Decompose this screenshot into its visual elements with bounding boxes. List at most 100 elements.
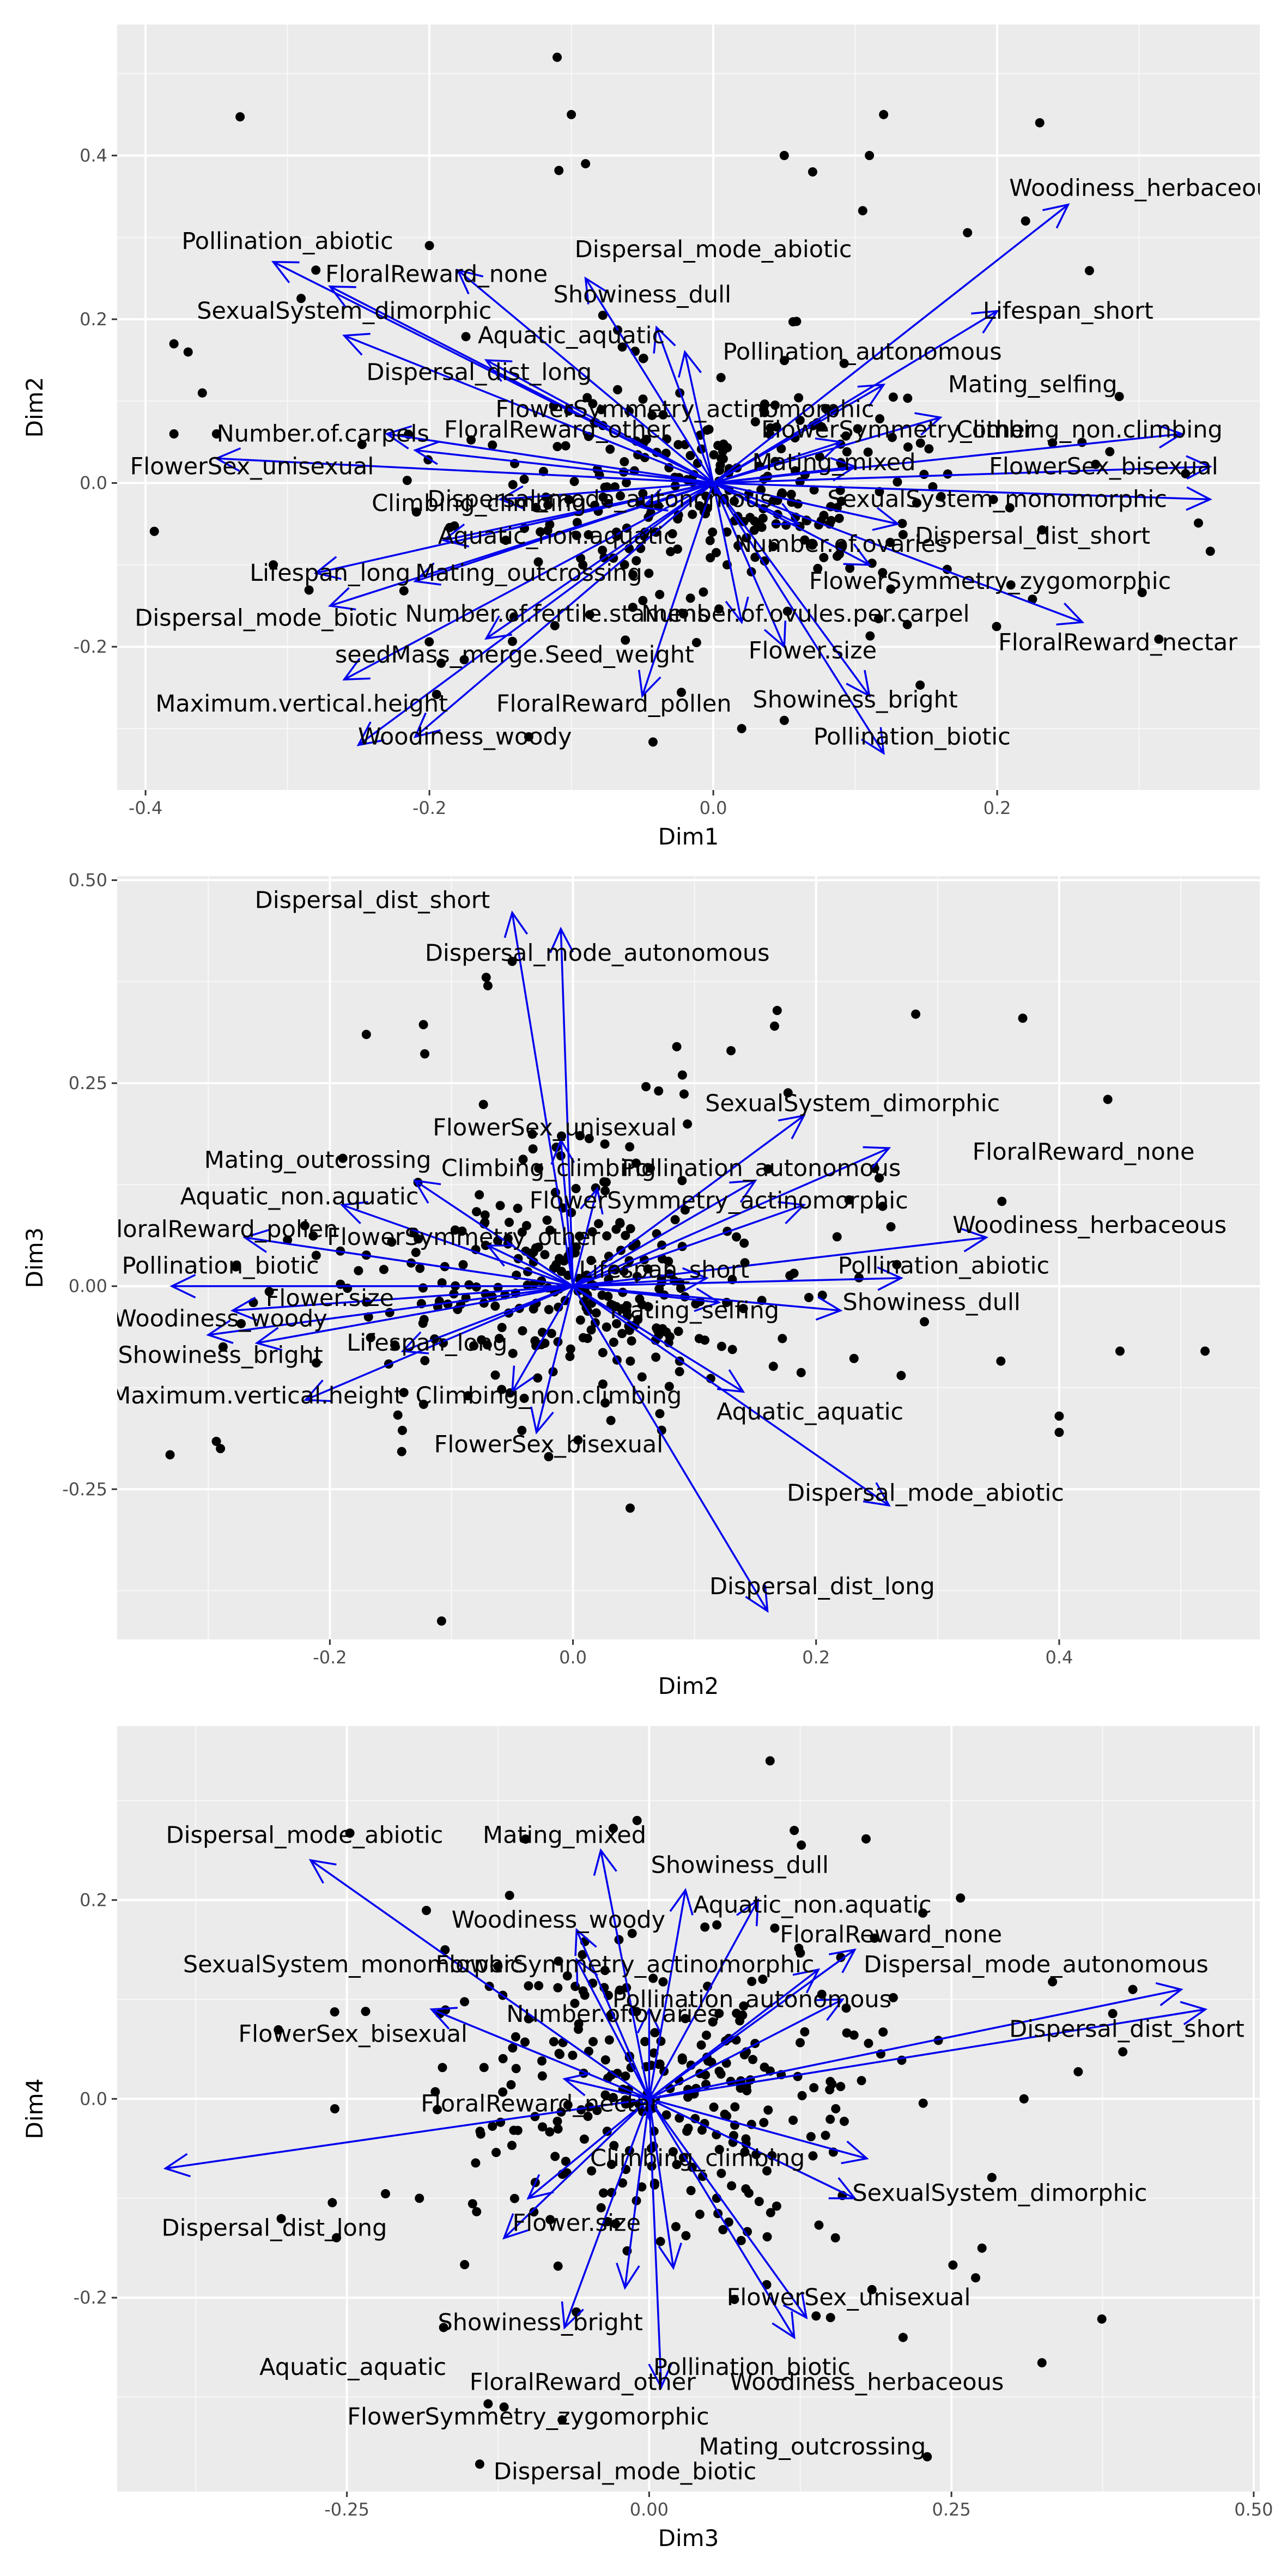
arrow [572, 1179, 757, 1287]
arrow-shaft [713, 384, 884, 484]
arrow [254, 1285, 573, 1351]
data-point [596, 2203, 606, 2213]
data-point [1084, 266, 1094, 276]
data-point [430, 2087, 440, 2097]
data-point [507, 2141, 517, 2150]
data-point [800, 2027, 810, 2037]
data-point [549, 2037, 558, 2046]
data-point [672, 1042, 682, 1052]
arrow [653, 325, 714, 484]
data-point [768, 1362, 778, 1371]
data-point [420, 1049, 430, 1059]
arrow-shaft [572, 1204, 805, 1287]
y-tick-label: 0.2 [80, 309, 107, 330]
data-point [664, 1382, 674, 1392]
arrow [648, 1998, 845, 2100]
arrow-shaft [649, 1988, 1182, 2100]
data-point [770, 400, 780, 410]
data-point [436, 1616, 446, 1626]
x-tick-label: -0.4 [129, 798, 162, 818]
data-point [418, 1400, 428, 1409]
data-point [655, 2237, 665, 2246]
data-point [839, 2117, 849, 2127]
arrow-head [503, 910, 529, 938]
data-point [494, 1334, 504, 1344]
data-point [647, 410, 657, 420]
panel-3: -0.25 0.00 0.25 0.50 -0.2 0.0 0.2 Dim3 Dim4 Dispe… [21, 1726, 1273, 2551]
data-point [833, 551, 842, 561]
data-point [827, 2079, 837, 2089]
data-point [675, 2113, 684, 2123]
data-point [551, 1260, 561, 1269]
arrow-head [575, 1958, 598, 1986]
data-point [685, 451, 695, 460]
arrow-head [230, 1296, 258, 1321]
arrow [573, 1285, 721, 1313]
data-point [709, 2103, 719, 2112]
data-point [570, 1998, 580, 2008]
data-point [632, 2007, 641, 2016]
data-point [831, 2104, 841, 2113]
data-point [380, 2189, 390, 2198]
arrow [498, 482, 714, 510]
data-point [606, 1415, 616, 1425]
data-point [715, 460, 725, 470]
arrow [484, 359, 714, 484]
arrow-labels: Dispersal_mode_abiotic Mating_mixedShowin… [162, 1822, 1244, 2486]
data-point [497, 1384, 507, 1394]
arrow-shaft [527, 2098, 650, 2200]
arrow-head [429, 2007, 458, 2030]
data-point [397, 1447, 406, 1456]
arrow-label: Dispersal_dist_long [709, 1573, 935, 1600]
arrow-head [725, 596, 749, 624]
data-point [390, 1340, 400, 1350]
arrow-head [169, 1274, 196, 1299]
data-point [750, 552, 760, 562]
data-point [839, 359, 849, 368]
arrow [503, 910, 574, 1286]
arrow-label: FlowerSymmetry_other [761, 416, 1035, 443]
data-point [971, 2273, 981, 2283]
arrow-head [593, 1848, 617, 1876]
data-point [598, 1379, 608, 1389]
arrow-shaft [257, 1285, 573, 1344]
arrow [242, 1229, 573, 1287]
arrow-head [815, 437, 843, 461]
x-tick-label: -0.2 [412, 798, 446, 818]
arrow-label: Aquatic_aquatic [259, 2354, 446, 2381]
data-point [685, 593, 695, 603]
arrow-shaft [572, 1180, 756, 1287]
data-point [836, 496, 846, 506]
data-point [794, 393, 804, 403]
arrow-shaft [402, 1285, 574, 1352]
data-point [211, 1437, 221, 1447]
data-point [717, 1341, 726, 1351]
arrow [572, 1146, 891, 1287]
data-point [197, 388, 207, 398]
arrow-head [843, 543, 872, 566]
arrow-label: Aquatic_non.aquatic [693, 1891, 932, 1918]
arrow-label: FlowerSymmetry_zygomorphic [809, 568, 1171, 595]
arrow [678, 350, 714, 483]
data-point [493, 1961, 503, 1971]
arrow-shaft [535, 1286, 574, 1433]
x-tick-label: -0.25 [324, 2499, 369, 2520]
arrow [648, 2099, 682, 2270]
y-tick-label: 0.0 [80, 2088, 107, 2109]
data-point [598, 492, 608, 502]
data-point [436, 658, 446, 668]
data-point [586, 1325, 596, 1335]
data-point [714, 2008, 724, 2018]
arrow [713, 482, 1212, 511]
arrow-head [342, 658, 371, 681]
data-point [863, 447, 873, 457]
arrow-label: FloralReward_pollen [103, 1216, 338, 1243]
arrow-head [163, 2153, 191, 2178]
data-point [779, 356, 789, 366]
data-point [300, 1221, 309, 1231]
data-point [361, 1030, 371, 1040]
arrow [713, 384, 886, 484]
data-point [672, 544, 682, 554]
data-point [711, 548, 721, 557]
arrow [562, 2072, 649, 2100]
